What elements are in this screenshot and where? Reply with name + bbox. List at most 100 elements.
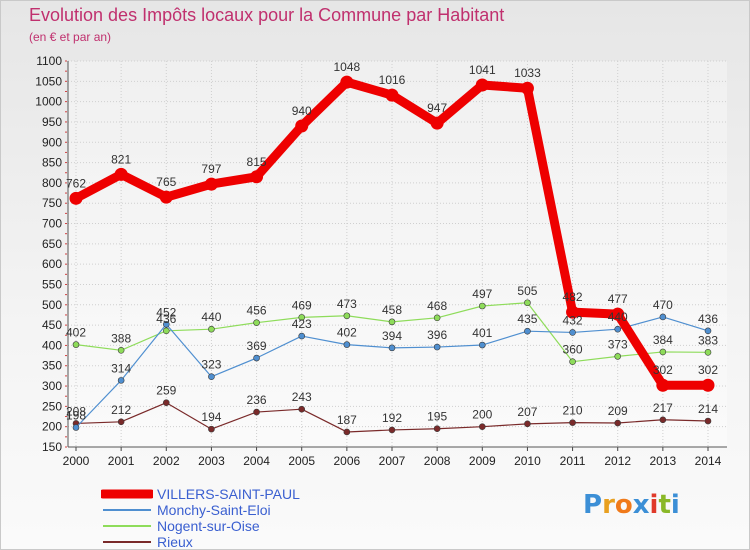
y-tick-label: 1100 [36,54,62,68]
data-label-rieux: 192 [382,411,402,425]
data-point-rieux [524,420,531,428]
data-label-villers-saint-paul: 762 [66,176,86,190]
proxiti-logo: Proxiti [583,490,680,520]
legend-item-villers-saint-paul: VILLERS-SAINT-PAUL [101,486,300,502]
data-label-villers-saint-paul: 1048 [334,60,361,74]
chart-legend: VILLERS-SAINT-PAUL Monchy-Saint-Eloi Nog… [101,486,300,550]
data-point-monchy-saint-eloi [433,343,441,351]
y-tick-label: 300 [42,379,62,393]
data-label-villers-saint-paul: 1041 [469,63,496,77]
data-point-nogent-sur-oise [343,312,351,320]
data-label-rieux: 214 [698,402,718,416]
legend-label-monchy-saint-eloi: Monchy-Saint-Eloi [157,502,271,518]
data-point-villers-saint-paul [566,305,580,319]
data-label-monchy-saint-eloi: 323 [201,358,221,372]
data-point-monchy-saint-eloi [569,329,576,336]
data-label-nogent-sur-oise: 468 [427,299,447,313]
legend-item-monchy-saint-eloi: Monchy-Saint-Eloi [101,502,300,518]
y-tick-label: 550 [42,277,62,291]
data-label-monchy-saint-eloi: 440 [608,310,628,324]
data-point-rieux [117,418,125,426]
data-point-villers-saint-paul [520,81,534,95]
data-label-nogent-sur-oise: 456 [247,304,267,318]
data-label-villers-saint-paul: 477 [608,292,628,306]
y-tick-label: 800 [42,176,62,190]
data-label-villers-saint-paul: 821 [111,152,131,166]
data-label-monchy-saint-eloi: 396 [427,328,447,342]
data-point-monchy-saint-eloi [343,341,351,348]
data-label-monchy-saint-eloi: 394 [382,329,402,343]
logo-letter: o [614,490,633,520]
data-label-rieux: 208 [66,404,86,418]
chart-subtitle: (en € et par an) [29,30,112,44]
y-tick-label: 450 [42,318,62,332]
x-tick-label: 2009 [469,454,496,468]
y-tick-label: 600 [42,257,62,271]
data-point-villers-saint-paul [430,116,444,130]
x-tick-label: 2002 [153,454,180,468]
data-point-villers-saint-paul [656,378,670,392]
data-point-villers-saint-paul [295,119,309,133]
data-point-villers-saint-paul [611,307,625,321]
data-point-villers-saint-paul [475,78,489,92]
data-point-monchy-saint-eloi [162,320,170,328]
data-label-villers-saint-paul: 947 [427,101,447,115]
data-label-nogent-sur-oise: 505 [517,284,537,298]
legend-swatch-nogent-sur-oise [103,525,151,527]
x-tick-label: 2011 [560,454,586,468]
data-label-rieux: 210 [563,404,583,418]
data-point-nogent-sur-oise [659,348,667,356]
data-point-nogent-sur-oise [253,319,260,326]
data-label-villers-saint-paul: 765 [156,175,176,189]
data-label-nogent-sur-oise: 383 [698,333,718,347]
legend-swatch-rieux [103,541,151,543]
data-label-nogent-sur-oise: 469 [292,298,312,312]
data-label-nogent-sur-oise: 473 [337,297,357,311]
data-point-villers-saint-paul [340,75,354,89]
x-tick-label: 2004 [243,454,270,468]
x-tick-label: 2012 [604,454,631,468]
data-point-rieux [298,405,306,413]
data-label-monchy-saint-eloi: 198 [66,408,86,422]
x-tick-label: 2010 [514,454,541,468]
data-label-monchy-saint-eloi: 402 [337,326,357,340]
x-tick-label: 2007 [379,454,406,468]
data-label-monchy-saint-eloi: 423 [292,317,312,331]
data-point-rieux [162,399,170,407]
data-point-nogent-sur-oise [388,318,396,326]
data-point-villers-saint-paul [114,167,128,181]
data-label-rieux: 207 [517,405,537,419]
data-point-nogent-sur-oise [162,327,170,335]
data-point-nogent-sur-oise [298,314,306,321]
logo-letter: i [670,490,680,520]
x-tick-label: 2000 [63,454,90,468]
data-point-rieux [433,425,441,433]
data-point-monchy-saint-eloi [659,313,667,321]
data-point-rieux [253,408,260,416]
data-point-nogent-sur-oise [72,341,80,348]
data-point-nogent-sur-oise [569,358,576,365]
data-label-villers-saint-paul: 302 [653,363,673,377]
data-label-villers-saint-paul: 940 [292,104,312,118]
data-label-rieux: 194 [201,410,221,424]
data-label-nogent-sur-oise: 436 [156,312,176,326]
data-label-rieux: 187 [337,413,357,427]
data-label-rieux: 212 [111,403,131,417]
y-tick-label: 850 [42,156,62,170]
data-point-monchy-saint-eloi [388,344,396,352]
data-point-villers-saint-paul [250,170,264,184]
data-point-villers-saint-paul [204,177,218,191]
data-point-rieux [569,419,576,426]
y-tick-label: 700 [42,217,62,231]
data-label-villers-saint-paul: 797 [201,162,221,176]
data-label-monchy-saint-eloi: 436 [698,312,718,326]
data-label-rieux: 195 [427,410,447,424]
legend-label-rieux: Rieux [157,534,193,550]
legend-swatch-villers-saint-paul [101,489,153,499]
data-label-monchy-saint-eloi: 470 [653,298,673,312]
y-tick-label: 350 [42,359,62,373]
x-tick-label: 2013 [650,454,677,468]
data-label-monchy-saint-eloi: 435 [517,312,537,326]
data-label-monchy-saint-eloi: 432 [563,313,583,327]
